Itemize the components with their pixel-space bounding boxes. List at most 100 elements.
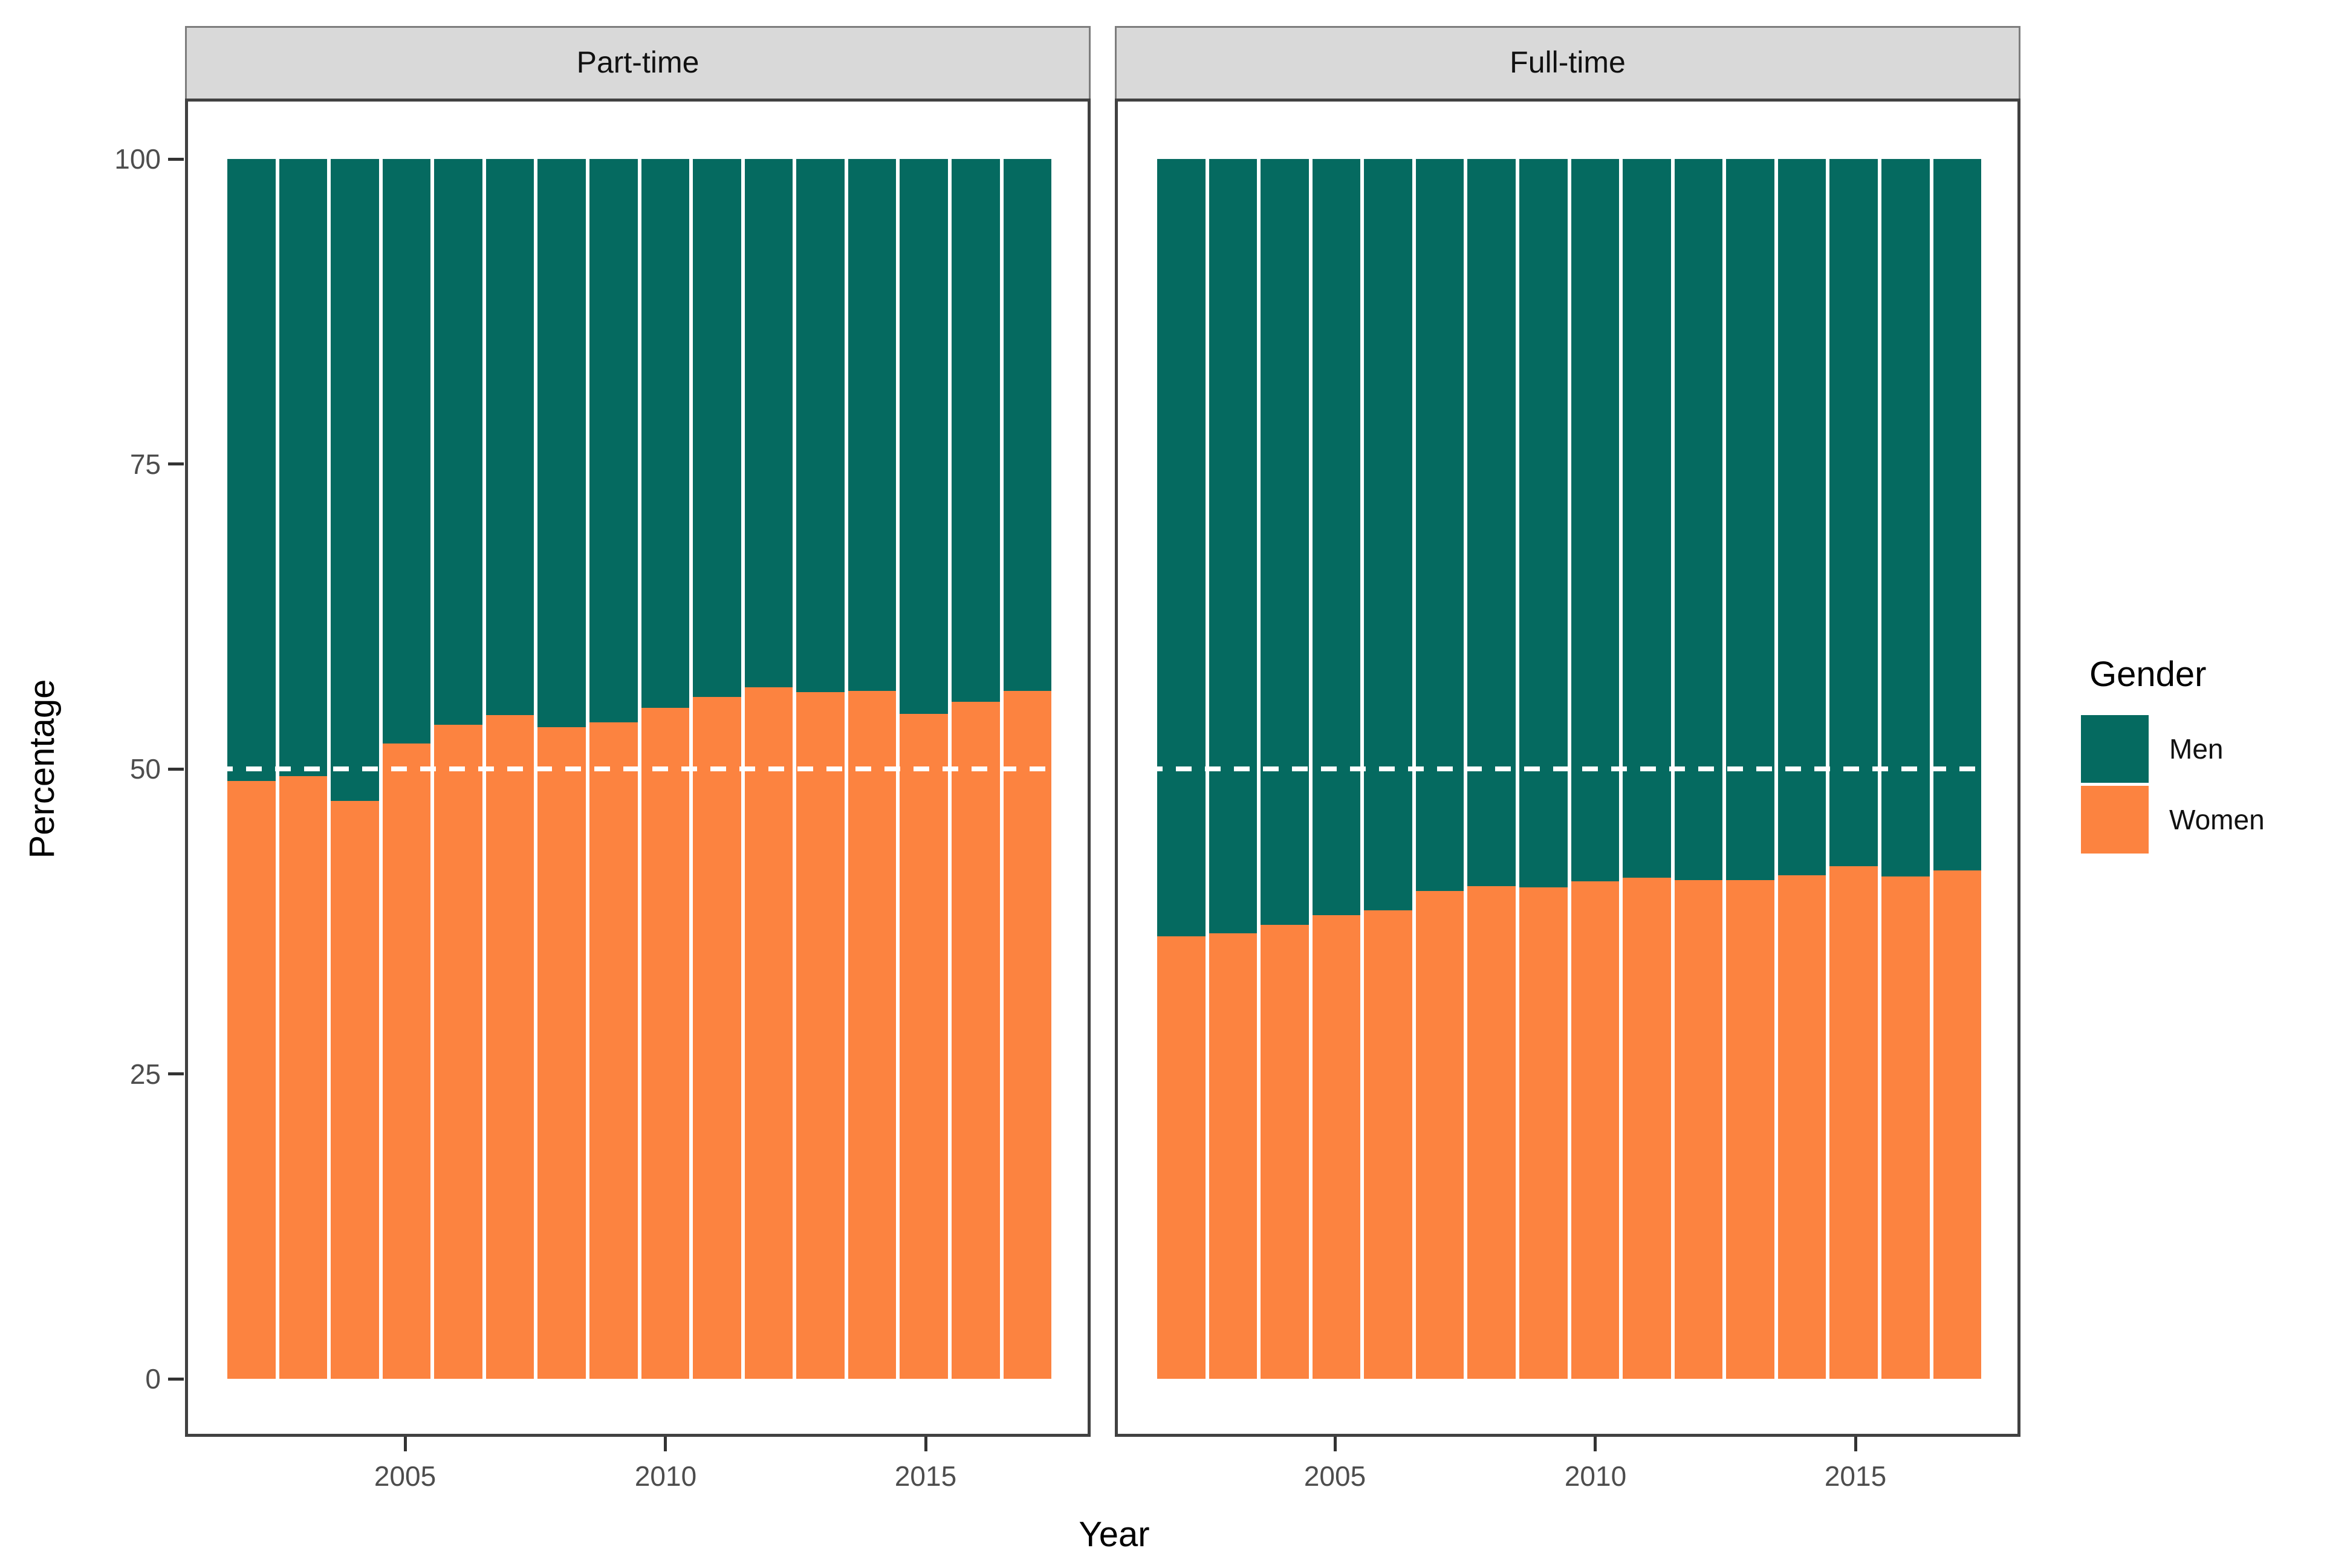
bar-segment-women-full-time-2005 <box>1312 915 1361 1379</box>
bar-segment-men-part-time-2009 <box>589 159 638 723</box>
y-tick-label-100: 100 <box>114 143 161 175</box>
bar-segment-women-part-time-2003 <box>279 776 328 1379</box>
bar-segment-women-full-time-2003 <box>1209 933 1258 1379</box>
bar-segment-men-part-time-2016 <box>951 159 1000 702</box>
facet-strip-label: Full-time <box>1510 45 1626 79</box>
bar-segment-women-part-time-2007 <box>485 715 534 1379</box>
y-tick-label-25: 25 <box>129 1058 161 1090</box>
bar-segment-women-part-time-2016 <box>951 702 1000 1379</box>
bar-segment-men-full-time-2007 <box>1415 159 1464 891</box>
bar-segment-men-part-time-2013 <box>796 159 845 692</box>
bar-segment-men-part-time-2008 <box>537 159 586 728</box>
facet-strip-full-time: Full-time <box>1115 26 2020 99</box>
bar-segment-women-full-time-2004 <box>1261 925 1309 1379</box>
x-tick-mark-2005-panel0 <box>404 1437 407 1451</box>
bar-segment-men-full-time-2010 <box>1571 159 1620 881</box>
bar-segment-women-part-time-2014 <box>848 690 897 1379</box>
bar-segment-men-part-time-2005 <box>382 159 431 744</box>
bar-segment-women-full-time-2015 <box>1829 866 1878 1379</box>
bar-segment-men-full-time-2009 <box>1519 159 1568 887</box>
bar-segment-women-part-time-2010 <box>641 708 690 1379</box>
women-color-swatch-icon <box>2081 786 2149 854</box>
bar-segment-men-full-time-2016 <box>1881 159 1930 876</box>
bar-segment-men-part-time-2011 <box>693 159 741 697</box>
bar-segment-men-full-time-2003 <box>1209 159 1258 934</box>
bar-segment-men-part-time-2002 <box>227 159 276 782</box>
x-tick-label-2010-panel1: 2010 <box>1564 1460 1627 1492</box>
x-tick-mark-2010-panel0 <box>664 1437 667 1451</box>
bar-segment-women-part-time-2009 <box>589 722 638 1379</box>
bar-segment-women-full-time-2011 <box>1623 877 1671 1379</box>
plot-panel-part-time <box>185 99 1091 1437</box>
bar-segment-men-part-time-2014 <box>848 159 897 691</box>
facet-strip-label: Part-time <box>576 45 699 79</box>
legend-item-men: Men <box>2081 715 2323 783</box>
bar-segment-men-full-time-2017 <box>1933 159 1982 870</box>
bar-segment-men-full-time-2013 <box>1726 159 1774 880</box>
y-tick-mark-100 <box>168 158 184 161</box>
legend-label-women: Women <box>2169 804 2265 835</box>
bar-segment-women-full-time-2012 <box>1674 880 1723 1379</box>
men-color-swatch-icon <box>2081 715 2149 783</box>
x-tick-mark-2015-panel0 <box>924 1437 927 1451</box>
legend-item-women: Women <box>2081 786 2323 854</box>
y-tick-label-50: 50 <box>129 753 161 785</box>
y-tick-label-75: 75 <box>129 449 161 480</box>
bar-segment-women-full-time-2007 <box>1415 890 1464 1379</box>
bar-segment-women-part-time-2011 <box>693 696 741 1379</box>
bar-segment-women-full-time-2016 <box>1881 876 1930 1379</box>
bar-segment-women-full-time-2009 <box>1519 887 1568 1379</box>
legend-label-men: Men <box>2169 733 2224 765</box>
bar-segment-men-part-time-2006 <box>434 159 482 725</box>
bar-segment-women-full-time-2017 <box>1933 870 1982 1379</box>
legend-title: Gender <box>2089 655 2207 694</box>
x-tick-label-2005-panel1: 2005 <box>1303 1460 1366 1492</box>
bar-segment-women-full-time-2006 <box>1364 910 1412 1379</box>
facet-strip-part-time: Part-time <box>185 26 1091 99</box>
x-tick-mark-2005-panel1 <box>1334 1437 1337 1451</box>
x-tick-label-2010-panel0: 2010 <box>634 1460 697 1492</box>
x-tick-label-2005-panel0: 2005 <box>374 1460 437 1492</box>
bar-segment-men-part-time-2017 <box>1003 159 1052 691</box>
y-tick-mark-50 <box>168 768 184 771</box>
x-tick-mark-2010-panel1 <box>1594 1437 1597 1451</box>
y-axis-title: Percentage <box>22 679 62 859</box>
bar-segment-women-part-time-2005 <box>382 743 431 1379</box>
y-tick-mark-0 <box>168 1378 184 1381</box>
x-tick-mark-2015-panel1 <box>1854 1437 1857 1451</box>
y-tick-mark-75 <box>168 462 184 465</box>
bar-segment-women-part-time-2012 <box>744 687 793 1379</box>
bar-segment-women-part-time-2008 <box>537 727 586 1379</box>
legend: Gender Men Women <box>2081 654 2323 857</box>
y-tick-label-0: 0 <box>145 1363 161 1395</box>
bar-segment-women-full-time-2008 <box>1467 886 1516 1379</box>
bar-segment-men-full-time-2005 <box>1312 159 1361 916</box>
bar-segment-women-part-time-2004 <box>331 800 379 1379</box>
bar-segment-men-part-time-2007 <box>485 159 534 716</box>
bar-segment-men-part-time-2015 <box>900 159 948 714</box>
bar-segment-men-full-time-2006 <box>1364 159 1412 911</box>
bar-segment-men-full-time-2011 <box>1623 159 1671 878</box>
bar-segment-women-part-time-2006 <box>434 725 482 1379</box>
bar-segment-men-full-time-2004 <box>1261 159 1309 925</box>
reference-line-50pct <box>1118 766 2017 771</box>
bar-segment-men-full-time-2012 <box>1674 159 1723 880</box>
bar-segment-women-part-time-2015 <box>900 714 948 1379</box>
bar-segment-men-full-time-2008 <box>1467 159 1516 886</box>
bar-segment-men-full-time-2015 <box>1829 159 1878 867</box>
plot-panel-full-time <box>1115 99 2020 1437</box>
bar-segment-women-full-time-2002 <box>1157 936 1206 1379</box>
x-tick-label-2015-panel1: 2015 <box>1824 1460 1887 1492</box>
bar-segment-women-part-time-2017 <box>1003 690 1052 1379</box>
bar-segment-men-part-time-2010 <box>641 159 690 708</box>
bar-segment-women-part-time-2002 <box>227 781 276 1379</box>
bar-segment-women-full-time-2014 <box>1777 875 1826 1379</box>
bar-segment-men-full-time-2014 <box>1777 159 1826 875</box>
bar-segment-men-part-time-2012 <box>744 159 793 687</box>
y-tick-mark-25 <box>168 1072 184 1075</box>
bar-segment-women-full-time-2013 <box>1726 880 1774 1379</box>
x-axis-title: Year <box>1079 1515 1150 1554</box>
bar-segment-women-full-time-2010 <box>1571 881 1620 1379</box>
bar-segment-men-full-time-2002 <box>1157 159 1206 936</box>
